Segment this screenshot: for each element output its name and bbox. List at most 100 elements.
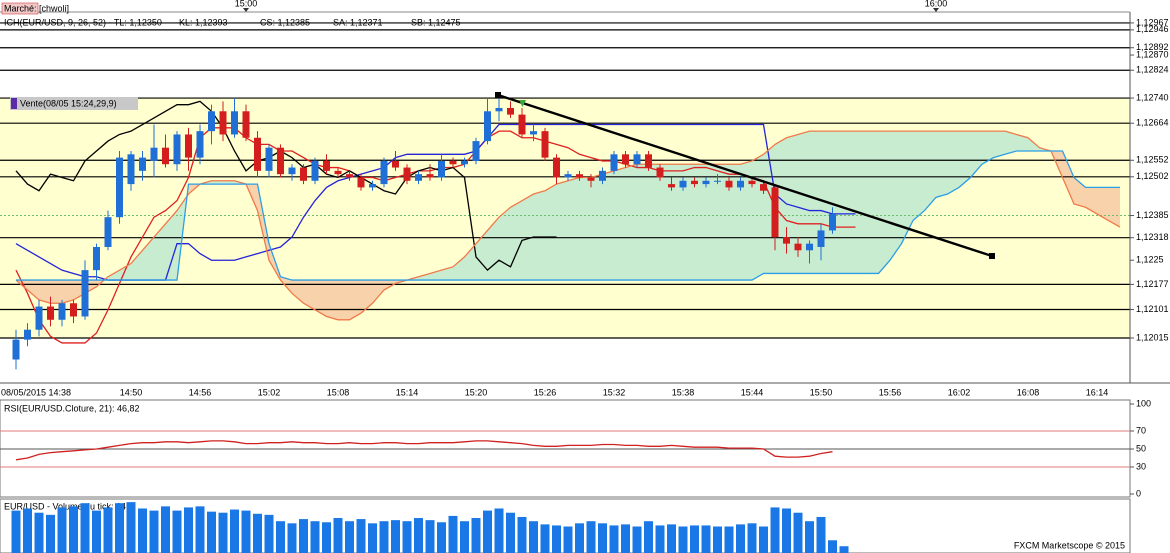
cloud-segment — [936, 131, 948, 198]
volume-bar — [92, 510, 101, 553]
rsi-title: RSI(EUR/USD.Cloture, 21): 46,82 — [4, 403, 140, 413]
indicator-line — [15, 100, 557, 272]
candle-body — [725, 180, 733, 188]
cloud-segment — [602, 170, 614, 281]
cloud-segment — [729, 164, 741, 281]
cloud-segment — [131, 250, 143, 281]
cloud-segment — [671, 164, 683, 281]
top-time-marker — [243, 8, 249, 12]
cloud-segment — [556, 180, 568, 281]
candle-body — [380, 160, 388, 185]
x-tick-label: 15:14 — [396, 387, 419, 397]
candle-body — [829, 213, 836, 231]
annotation: Vente(08/05 15:24,29,9) — [20, 98, 117, 108]
candle-body — [300, 167, 307, 181]
candle-body — [392, 160, 399, 168]
candle-body — [24, 329, 31, 340]
volume-bar — [805, 521, 814, 553]
candle-body — [346, 174, 353, 178]
cloud-segment — [545, 184, 557, 281]
cloud-segment — [165, 210, 177, 281]
cloud-segment — [1062, 151, 1074, 204]
x-tick-label: 16:08 — [1017, 387, 1040, 397]
volume-bar — [690, 525, 699, 553]
candle-body — [771, 187, 779, 238]
trend-line — [497, 93, 993, 258]
volume-bar — [149, 510, 159, 553]
volume-bar — [368, 523, 377, 553]
volume-bar — [483, 510, 492, 553]
volume-bar — [276, 521, 285, 553]
legend-entry: SB: 1,12475 — [411, 17, 461, 27]
volume-bar — [23, 508, 32, 553]
candle-body — [530, 131, 537, 135]
cloud-segment — [108, 270, 120, 281]
legend-entry: ICH(EUR/USD, 9, 26, 52) - TL: 1,12350 — [4, 17, 162, 27]
y-tick-label: 1,1225 — [1136, 255, 1164, 265]
volume-bar — [621, 524, 630, 553]
y-tick-label: 1,12177 — [1136, 279, 1169, 289]
volume-bar — [115, 503, 124, 553]
candle-body — [794, 243, 802, 251]
volume-bar — [34, 512, 44, 553]
market-label: Marché: [chwoli] — [4, 3, 69, 13]
candle-body — [587, 177, 595, 181]
candle-body — [185, 134, 192, 158]
candle-body — [495, 107, 503, 112]
candle-body — [806, 243, 813, 251]
x-tick-label: 15:20 — [465, 387, 488, 397]
candle-body — [116, 157, 123, 218]
candle-body — [783, 237, 790, 244]
y-tick-label: 30 — [1136, 461, 1146, 471]
y-tick-label: 1,12946 — [1136, 24, 1169, 34]
cloud-segment — [855, 131, 867, 274]
candle-body — [449, 160, 457, 165]
volume-bar — [138, 508, 147, 553]
cloud-segment — [993, 131, 1005, 158]
volume-bar — [609, 525, 619, 553]
candle-body — [541, 131, 549, 158]
cloud-segment — [660, 164, 672, 281]
volume-bar — [816, 516, 826, 553]
x-tick-label: 16:02 — [948, 387, 971, 397]
cloud-segment — [890, 131, 902, 261]
cloud-segment — [1097, 187, 1109, 221]
candle-body — [679, 180, 687, 188]
x-tick-label: 15:56 — [879, 387, 902, 397]
volume-bar — [230, 509, 239, 553]
cloud-segment — [924, 131, 936, 211]
y-tick-label: 1,12385 — [1136, 210, 1169, 220]
cloud-segment — [418, 273, 430, 281]
y-tick-label: 0 — [1136, 488, 1141, 498]
x-tick-label: 15:38 — [672, 387, 695, 397]
y-tick-label: 1,12552 — [1136, 155, 1169, 165]
candle-body — [311, 160, 319, 181]
x-tick-label: 16:14 — [1086, 387, 1109, 397]
volume-bar — [471, 518, 481, 553]
volume-bar — [126, 502, 136, 553]
cloud-segment — [579, 177, 591, 281]
volume-bar — [253, 513, 262, 553]
x-tick-label: 14:56 — [189, 387, 212, 397]
legend-entry: CS: 1,12385 — [260, 17, 310, 27]
trend-end — [989, 253, 995, 259]
cloud-segment — [453, 256, 465, 281]
volume-bar — [437, 522, 446, 553]
volume-bar — [759, 526, 768, 553]
candle-body — [208, 111, 215, 132]
candle-body — [645, 154, 652, 168]
y-tick-label: 1,12664 — [1136, 118, 1169, 128]
cloud-segment — [614, 167, 626, 281]
cloud-segment — [798, 131, 810, 274]
rsi-line — [15, 440, 833, 461]
credit: FXCM Marketscope © 2015 — [1014, 540, 1125, 550]
cloud-segment — [913, 131, 925, 221]
volume-bar — [402, 521, 412, 553]
candle-body — [81, 270, 89, 317]
candle-body — [127, 154, 135, 185]
candle-body — [150, 147, 158, 161]
candle-body — [461, 160, 468, 165]
volume-bar — [195, 506, 205, 553]
volume-bar — [529, 521, 538, 553]
cloud-segment — [867, 131, 879, 274]
